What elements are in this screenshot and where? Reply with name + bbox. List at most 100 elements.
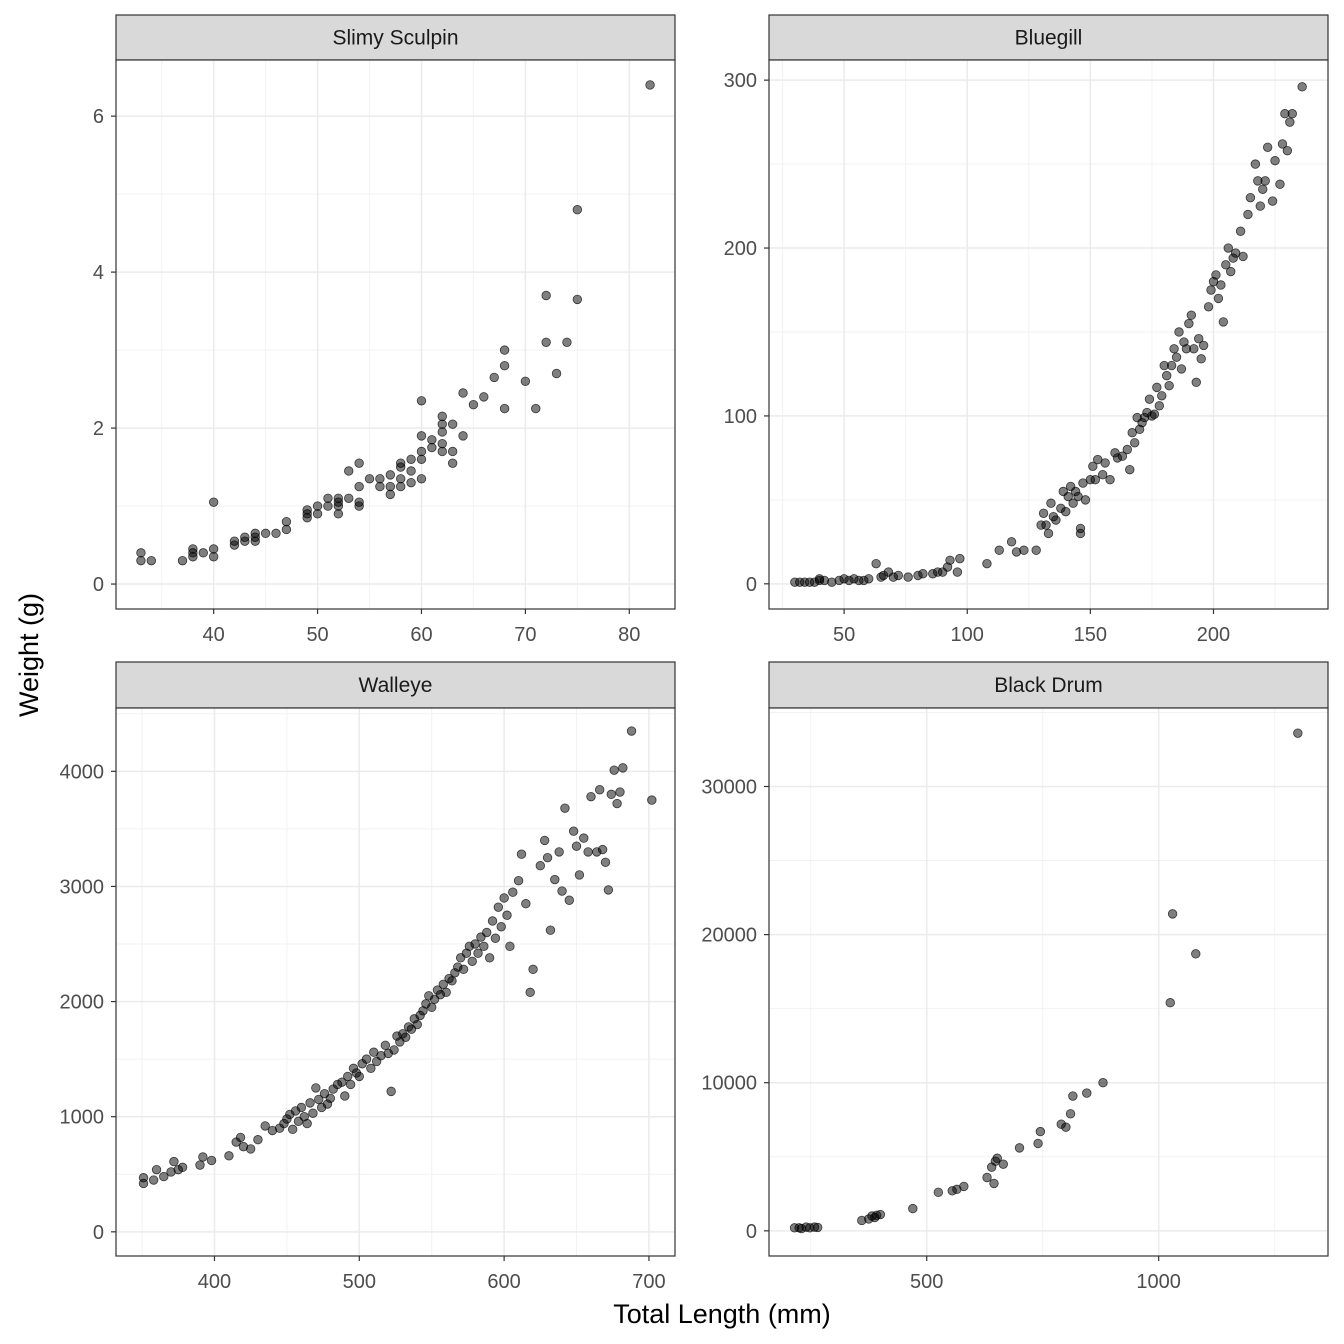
- data-point: [1196, 354, 1206, 364]
- data-point: [499, 403, 510, 414]
- data-point: [354, 458, 364, 468]
- data-point: [647, 795, 657, 805]
- data-point: [1080, 495, 1091, 505]
- data-point: [1149, 409, 1160, 419]
- data-point: [287, 1124, 298, 1135]
- data-point: [490, 933, 501, 943]
- data-point: [416, 474, 427, 484]
- panel-3: Walleye 400 500 600 700 0 1000 2000 3000 4000: [60, 661, 676, 1293]
- data-point: [1267, 196, 1278, 206]
- data-point: [1285, 117, 1295, 127]
- panel-title: Black Drum: [994, 674, 1103, 697]
- axes: 400 500 600 700 0 1000 2000 3000 4000: [60, 761, 666, 1293]
- data-point: [1033, 1138, 1043, 1149]
- data-point: [982, 1172, 992, 1183]
- data-point: [568, 826, 579, 836]
- panel-border: [115, 707, 676, 1257]
- data-point: [583, 847, 593, 857]
- y-tick-label: 4: [93, 262, 104, 284]
- y-tick-label: 20000: [701, 925, 757, 947]
- data-point: [136, 555, 146, 566]
- panel-title: Walleye: [359, 674, 433, 697]
- data-point: [513, 875, 524, 886]
- data-point: [499, 360, 510, 371]
- data-point: [437, 427, 447, 437]
- data-point: [499, 893, 509, 903]
- data-point: [615, 787, 625, 797]
- y-tick-label: 2000: [60, 992, 105, 1014]
- data-point: [992, 1153, 1002, 1163]
- data-point: [945, 555, 955, 566]
- data-point: [1068, 498, 1078, 508]
- y-tick-label: 0: [93, 574, 104, 596]
- data-point: [1255, 201, 1265, 211]
- data-point: [493, 902, 504, 912]
- data-point: [437, 446, 447, 457]
- plot-area: [769, 60, 1328, 609]
- y-tick-label: 1000: [60, 1107, 105, 1129]
- data-point: [412, 1019, 422, 1030]
- data-points: [136, 80, 655, 566]
- x-tick-label: 500: [910, 1271, 943, 1293]
- data-point: [586, 791, 596, 802]
- x-tick-label: 1000: [1136, 1271, 1181, 1293]
- plot-area: [116, 708, 675, 1256]
- data-point: [1166, 360, 1177, 371]
- panel-1: Slimy Sculpin 40 50 60 70 80 0 2 4 6: [93, 14, 676, 646]
- data-point: [1245, 192, 1256, 203]
- data-point: [545, 925, 556, 935]
- data-point: [177, 1162, 188, 1173]
- data-point: [1287, 109, 1297, 119]
- data-point: [1122, 444, 1133, 455]
- data-point: [323, 501, 333, 511]
- data-point: [1063, 491, 1073, 502]
- data-point: [521, 899, 531, 909]
- data-point: [308, 1108, 318, 1118]
- data-point: [579, 833, 589, 843]
- data-point: [989, 1178, 999, 1189]
- data-point: [994, 545, 1004, 555]
- axes: 40 50 60 70 80 0 2 4 6: [93, 106, 641, 646]
- gridlines: [769, 708, 1328, 1256]
- data-point: [542, 852, 553, 863]
- data-point: [864, 574, 874, 584]
- data-point: [354, 1071, 364, 1082]
- y-tick-label: 6: [93, 106, 104, 128]
- data-point: [208, 497, 219, 507]
- data-point: [1144, 394, 1155, 404]
- data-point: [554, 847, 564, 857]
- y-tick-label: 0: [746, 574, 757, 596]
- panel-strip: [115, 661, 676, 709]
- data-point: [206, 1155, 217, 1166]
- data-point: [312, 509, 323, 519]
- data-point: [253, 1135, 263, 1145]
- data-point: [600, 857, 611, 867]
- data-point: [1100, 458, 1110, 468]
- data-point: [541, 290, 551, 301]
- data-point: [395, 458, 406, 468]
- data-point: [1157, 391, 1167, 401]
- data-point: [271, 528, 281, 539]
- data-point: [1088, 461, 1098, 471]
- data-point: [344, 493, 354, 503]
- x-tick-label: 400: [198, 1271, 231, 1293]
- data-point: [1162, 370, 1172, 381]
- data-point: [875, 1209, 886, 1220]
- data-point: [1243, 209, 1253, 220]
- data-point: [343, 1071, 353, 1082]
- data-point: [571, 841, 582, 851]
- data-point: [489, 372, 499, 383]
- data-point: [1068, 1091, 1078, 1101]
- data-point: [1051, 515, 1061, 525]
- data-point: [1152, 382, 1162, 393]
- data-point: [1129, 438, 1140, 448]
- data-point: [572, 294, 583, 305]
- data-point: [1189, 344, 1199, 354]
- data-point: [1275, 179, 1285, 189]
- data-point: [1198, 340, 1209, 351]
- data-point: [345, 1079, 356, 1090]
- data-point: [354, 497, 364, 507]
- data-point: [597, 844, 608, 855]
